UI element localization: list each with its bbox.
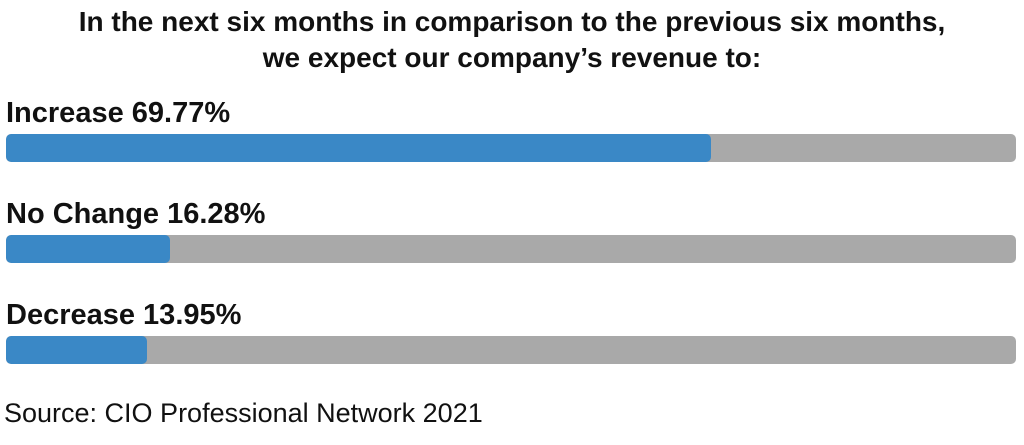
chart-title: In the next six months in comparison to …: [0, 4, 1024, 76]
source-note: Source: CIO Professional Network 2021: [4, 398, 483, 428]
chart-title-line-1: In the next six months in comparison to …: [78, 6, 946, 37]
bar-fill-increase: [6, 134, 711, 162]
bar-fill-decrease: [6, 336, 147, 364]
bar-label-increase: Increase 69.77%: [6, 97, 231, 129]
bar-label-no-change: No Change 16.28%: [6, 198, 266, 230]
chart-title-line-2: we expect our company’s revenue to:: [262, 42, 762, 73]
bar-label-decrease: Decrease 13.95%: [6, 299, 242, 331]
bar-track-decrease: [6, 336, 1016, 364]
bar-fill-no-change: [6, 235, 171, 263]
bar-track-no-change: [6, 235, 1016, 263]
bar-track-increase: [6, 134, 1016, 162]
